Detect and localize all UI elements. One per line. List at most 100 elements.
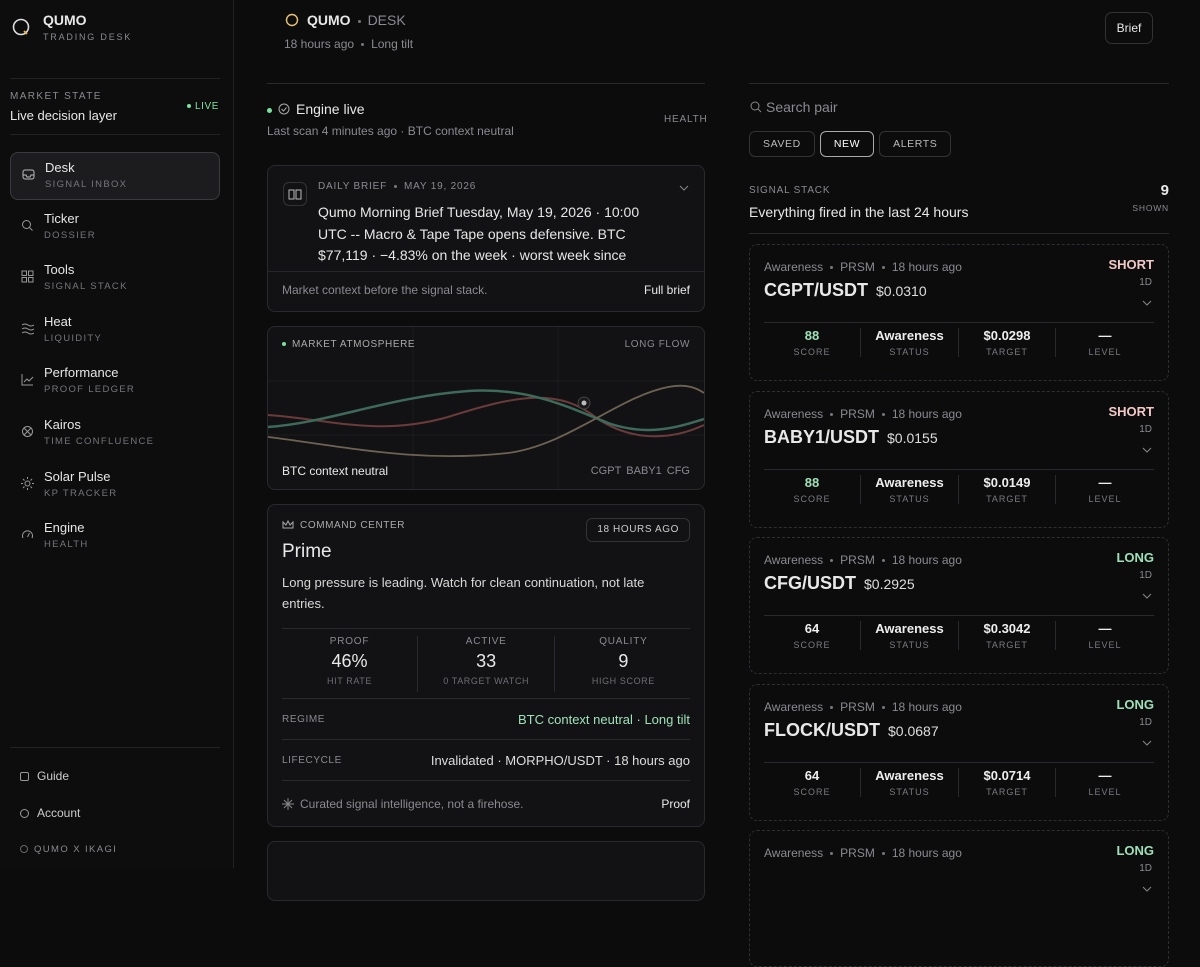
body: QUMO TRADING DESK MARKET STATE Live deci… <box>10 0 1169 967</box>
signal-timeframe: 1D <box>1139 863 1152 874</box>
signal-engine: PRSM <box>840 846 875 860</box>
row-label: LIFECYCLE <box>282 755 342 766</box>
nav-item[interactable]: Kairos TIME CONFLUENCE <box>10 410 220 458</box>
nav-sub: HEALTH <box>44 539 89 551</box>
signal-timeframe: 1D <box>1139 716 1152 728</box>
stack-count-label: SHOWN <box>1132 203 1169 213</box>
search-input[interactable]: Search pair <box>766 99 838 115</box>
footer-link[interactable]: Guide <box>20 769 69 783</box>
metric-value: $0.0149 <box>983 474 1031 490</box>
metric-value: — <box>1098 621 1112 636</box>
expand-chevron[interactable] <box>1142 299 1152 307</box>
separator <box>830 705 834 709</box>
metric-label: STATUS <box>889 640 930 650</box>
nav-label: Desk <box>45 160 75 175</box>
tab[interactable]: SAVED <box>749 131 815 157</box>
footer-link[interactable]: Account <box>20 806 80 820</box>
pair-tag: CFG <box>666 465 690 477</box>
nav-item[interactable]: Heat LIQUIDITY <box>10 307 220 355</box>
separator <box>830 266 834 270</box>
metric-label: STATUS <box>889 493 930 504</box>
metric-value: — <box>1098 328 1112 343</box>
metric-label: STATUS <box>889 786 930 797</box>
proof-link[interactable]: Proof <box>661 797 690 811</box>
metric-label: LEVEL <box>1088 493 1122 504</box>
nav-item[interactable]: Performance PROOF LEDGER <box>10 358 220 406</box>
metric-label: LEVEL <box>1088 347 1122 357</box>
signal-card[interactable]: Awareness PRSM 18 hours ago SHORT 1D CGPT/USD… <box>749 244 1169 381</box>
header-section: DESK <box>367 12 406 28</box>
signal-card[interactable]: Awareness PRSM 18 hours ago LONG 1D FLOCK/USD… <box>749 683 1169 821</box>
nav-sub: SIGNAL STACK <box>44 281 128 293</box>
metric-label: LEVEL <box>1088 640 1122 650</box>
metric: Awareness STATUS <box>862 621 959 650</box>
nav-item[interactable]: Solar Pulse KP TRACKER <box>10 462 220 510</box>
signal-card[interactable]: Awareness PRSM 18 hours ago SHORT 1D BABY1/US… <box>749 390 1169 528</box>
nav-item[interactable]: Ticker DOSSIER <box>10 204 220 252</box>
divider <box>749 83 1169 84</box>
engine-status: Engine live <box>267 101 365 117</box>
brand: QUMO <box>43 12 87 28</box>
pair-tag: BABY1 <box>626 465 662 477</box>
signal-time: 18 hours ago <box>891 260 962 274</box>
row-value: BTC context neutral · Long tilt <box>518 712 690 727</box>
nav-item[interactable]: Desk SIGNAL INBOX <box>10 152 220 200</box>
engine-subtitle: Last scan 4 minutes ago · BTC context ne… <box>267 124 514 138</box>
nav-item[interactable]: Tools SIGNAL STACK <box>10 255 220 303</box>
signal-price: $0.0310 <box>876 283 927 299</box>
header-logo <box>285 13 299 27</box>
expand-chevron[interactable] <box>1142 885 1152 893</box>
row-label: REGIME <box>282 714 326 725</box>
health-link[interactable]: HEALTH <box>664 114 708 125</box>
page: QUMO Desk {"sidebar":{"brand":"QUMO","br… <box>10 0 1169 967</box>
metric-value: $0.0298 <box>983 328 1031 343</box>
divider <box>267 83 705 84</box>
nav-item[interactable]: Engine HEALTH <box>10 513 220 561</box>
metric: 88 SCORE <box>764 474 861 504</box>
brief-label: DAILY BRIEF <box>318 181 388 192</box>
signal-card[interactable]: Awareness PRSM 18 hours ago LONG 1D <box>749 830 1169 967</box>
metric-label: SCORE <box>793 493 831 504</box>
metric-label: TARGET <box>986 786 1028 797</box>
book-icon <box>288 189 302 200</box>
signal-side: LONG <box>1116 696 1154 712</box>
brief-footer: Market context before the signal stack. <box>282 283 488 297</box>
expand-chevron[interactable] <box>1142 592 1152 600</box>
brief-button[interactable]: Brief <box>1105 12 1153 44</box>
command-footer: Curated signal intelligence, not a fireh… <box>300 797 524 811</box>
divider <box>764 615 1154 616</box>
nav-label: Heat <box>44 313 72 329</box>
command-title: Prime <box>282 541 332 562</box>
nav-label: Engine <box>44 520 85 536</box>
tab[interactable]: ALERTS <box>879 131 952 157</box>
atmosphere-waves <box>268 327 704 489</box>
stack-count: 9 <box>1160 182 1169 199</box>
expand-chevron[interactable] <box>1142 739 1152 747</box>
tab[interactable]: NEW <box>819 131 875 157</box>
signal-meta: Awareness PRSM 18 hours ago <box>764 407 962 421</box>
metric-value: 64 <box>804 621 820 636</box>
stat-value: 46% <box>331 651 368 671</box>
metric-label: STATUS <box>889 347 930 357</box>
signal-card[interactable]: Awareness PRSM 18 hours ago LONG 1D CFG/USDT $… <box>749 537 1169 674</box>
signal-pair: CGPT/USDT <box>764 280 869 300</box>
divider <box>10 134 220 135</box>
live-status: LIVE <box>187 101 219 112</box>
stat: PROOF 46% HIT RATE <box>282 636 418 692</box>
expand-chevron[interactable] <box>1142 446 1152 454</box>
metric: — LEVEL <box>1057 475 1154 504</box>
divider <box>764 322 1154 323</box>
signal-meta: Awareness PRSM 18 hours ago <box>764 846 962 860</box>
metric: 64 SCORE <box>764 767 861 797</box>
metric: — LEVEL <box>1057 621 1154 650</box>
separator <box>881 266 885 270</box>
metric: Awareness STATUS <box>862 474 959 504</box>
metric: Awareness STATUS <box>862 328 959 357</box>
metric-value: Awareness <box>875 328 944 343</box>
tabs: SAVED NEW ALERTS <box>749 131 956 157</box>
metric-value: $0.3042 <box>983 621 1031 636</box>
chevron[interactable] <box>678 183 690 193</box>
signal-time: 18 hours ago <box>891 553 962 567</box>
signal-engine: PRSM <box>840 553 875 567</box>
full-brief-link[interactable]: Full brief <box>643 283 690 297</box>
